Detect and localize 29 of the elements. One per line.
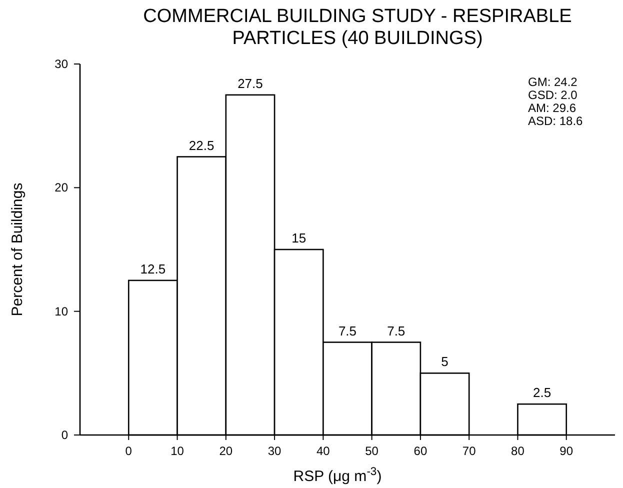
- data-label: 5: [441, 354, 448, 370]
- annotation: GSD: 2.0: [528, 88, 578, 102]
- data-label: 22.5: [188, 138, 214, 153]
- x-tick-label: 40: [316, 444, 330, 458]
- x-tick-label: 0: [125, 444, 132, 458]
- x-tick-label: 30: [268, 444, 282, 458]
- x-tick-label: 50: [365, 444, 379, 458]
- y-axis-title: Percent of Buildings: [9, 182, 26, 316]
- x-axis-title: RSP (μg m$^{-3}$): [293, 466, 382, 485]
- y-tick-label: 20: [54, 180, 68, 195]
- data-label: 2.5: [533, 385, 552, 400]
- x-tick-label: 20: [219, 444, 233, 458]
- y-tick-label: 10: [54, 304, 68, 318]
- data-label: 27.5: [238, 76, 263, 91]
- annotation: AM: 29.6: [528, 101, 576, 115]
- annotation: ASD: 18.6: [528, 114, 584, 128]
- x-tick-label: 90: [560, 444, 574, 458]
- data-label: 12.5: [140, 261, 166, 276]
- annotation: GM: 24.2: [528, 75, 578, 89]
- x-tick-label: 80: [511, 444, 525, 458]
- data-label: 7.5: [387, 323, 406, 338]
- y-tick-label: 30: [54, 57, 68, 71]
- x-tick-label: 60: [414, 444, 428, 458]
- data-label: 15: [292, 230, 306, 246]
- x-tick-label: 70: [462, 444, 476, 458]
- chart-title: COMMERCIAL BUILDING STUDY - RESPIRABLE PARTICLES (40 BUILDINGS): [143, 6, 572, 49]
- data-label: 7.5: [338, 323, 357, 338]
- y-tick-label: 0: [61, 428, 68, 442]
- x-tick-label: 10: [170, 444, 184, 458]
